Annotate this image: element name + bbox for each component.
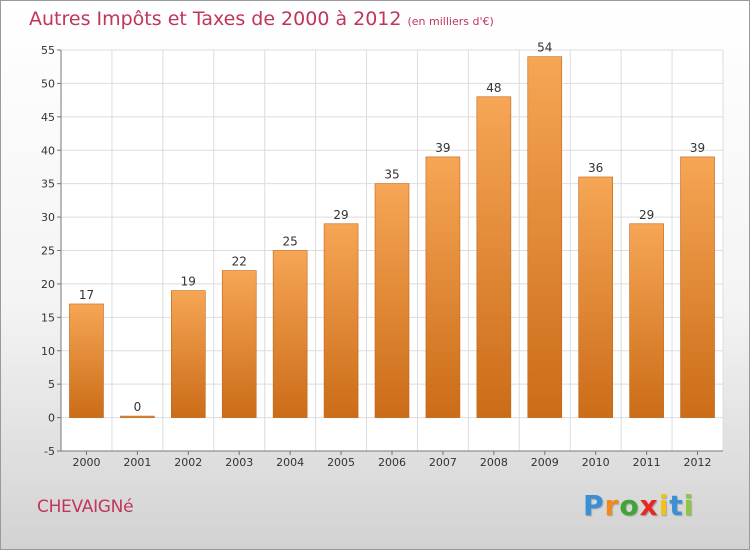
bar-2012	[680, 156, 715, 418]
y-tick-label: 25	[41, 245, 55, 258]
x-tick-label-2004: 2004	[276, 456, 304, 469]
chart-subtitle: (en milliers d'€)	[407, 15, 494, 28]
data-label-2009: 54	[537, 41, 552, 55]
data-label-2010: 36	[588, 161, 603, 175]
x-tick-label-2003: 2003	[225, 456, 253, 469]
y-tick-label: 40	[41, 144, 55, 157]
bar-2001	[120, 415, 155, 418]
logo-letter: i	[683, 489, 695, 522]
y-tick-label: -5	[44, 445, 55, 458]
chart-title: Autres Impôts et Taxes de 2000 à 2012 (en…	[29, 8, 494, 30]
x-tick-label-2005: 2005	[327, 456, 355, 469]
y-tick-label: 45	[41, 111, 55, 124]
chart-title-main: Autres Impôts et Taxes de 2000 à 2012	[29, 8, 402, 30]
logo-letter: o	[619, 489, 640, 522]
logo-letter: x	[639, 489, 659, 522]
logo-letter: t	[669, 489, 684, 522]
logo-letter: r	[604, 489, 620, 522]
bar-2007	[425, 156, 461, 418]
y-tick-label: 15	[41, 311, 55, 324]
bar-2003	[221, 270, 257, 418]
bar-2000	[69, 303, 104, 418]
commune-name: CHEVAIGNé	[37, 497, 134, 517]
bar-2006	[374, 183, 410, 418]
x-tick-label-2011: 2011	[633, 456, 661, 469]
data-label-2000: 17	[79, 288, 94, 302]
data-label-2003: 22	[232, 255, 247, 269]
x-tick-label-2009: 2009	[531, 456, 559, 469]
y-tick-label: 5	[48, 378, 55, 391]
bar-2004	[272, 250, 308, 418]
y-tick-label: 0	[48, 412, 55, 425]
bar-2008	[476, 96, 512, 418]
x-tick-label-2010: 2010	[582, 456, 610, 469]
x-tick-label-2007: 2007	[429, 456, 457, 469]
data-label-2004: 25	[283, 235, 298, 249]
x-tick-label-2012: 2012	[684, 456, 712, 469]
data-label-2008: 48	[486, 81, 501, 95]
y-tick-label: 10	[41, 345, 55, 358]
data-label-2011: 29	[639, 208, 654, 222]
x-tick-label-2000: 2000	[72, 456, 100, 469]
data-label-2005: 29	[333, 208, 348, 222]
y-tick-label: 35	[41, 178, 55, 191]
x-tick-label-2006: 2006	[378, 456, 406, 469]
y-tick-label: 55	[41, 44, 55, 57]
data-label-2012: 39	[690, 141, 705, 155]
bar-2002	[171, 290, 206, 418]
bar-2005	[323, 223, 359, 418]
x-tick-label-2001: 2001	[123, 456, 151, 469]
y-tick-label: 50	[41, 77, 55, 90]
logo-letter: P	[583, 489, 605, 522]
y-tick-label: 20	[41, 278, 55, 291]
data-label-2002: 19	[181, 275, 196, 289]
x-tick-label-2002: 2002	[174, 456, 202, 469]
data-label-2007: 39	[435, 141, 450, 155]
bar-2010	[578, 176, 613, 418]
proxiti-logo: Proxiti	[583, 489, 694, 522]
logo-letter: i	[658, 489, 670, 522]
data-label-2006: 35	[384, 168, 399, 182]
bar-2009	[527, 56, 563, 418]
data-label-2001: 0	[134, 400, 142, 414]
x-tick-label-2008: 2008	[480, 456, 508, 469]
bar-2011	[629, 223, 664, 418]
y-tick-label: 30	[41, 211, 55, 224]
